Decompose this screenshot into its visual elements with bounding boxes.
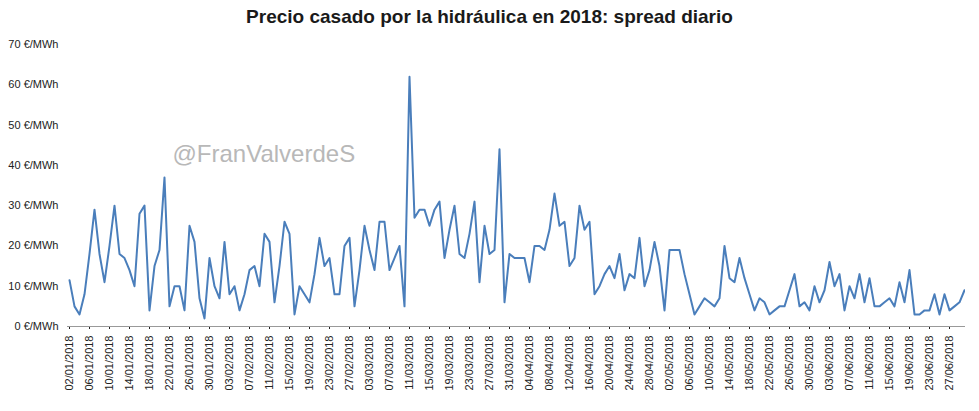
svg-text:30 €/MWh: 30 €/MWh: [8, 199, 58, 211]
svg-text:15/06/2018: 15/06/2018: [883, 336, 895, 391]
svg-text:11/03/2018: 11/03/2018: [403, 336, 415, 390]
svg-text:26/05/2018: 26/05/2018: [783, 336, 795, 391]
svg-text:14/01/2018: 14/01/2018: [123, 336, 135, 391]
svg-text:03/03/2018: 03/03/2018: [363, 336, 375, 391]
svg-text:07/06/2018: 07/06/2018: [843, 336, 855, 391]
svg-text:@FranValverdeS: @FranValverdeS: [173, 140, 356, 167]
svg-text:27/06/2018: 27/06/2018: [943, 336, 955, 391]
svg-text:18/05/2018: 18/05/2018: [743, 336, 755, 391]
svg-text:40 €/MWh: 40 €/MWh: [8, 159, 58, 171]
svg-text:15/03/2018: 15/03/2018: [423, 336, 435, 391]
svg-text:50 €/MWh: 50 €/MWh: [8, 119, 58, 131]
svg-text:23/06/2018: 23/06/2018: [923, 336, 935, 391]
svg-text:04/04/2018: 04/04/2018: [523, 336, 535, 391]
svg-text:26/01/2018: 26/01/2018: [183, 336, 195, 391]
svg-text:20/04/2018: 20/04/2018: [603, 336, 615, 391]
svg-text:22/05/2018: 22/05/2018: [763, 336, 775, 391]
svg-text:31/03/2018: 31/03/2018: [503, 336, 515, 391]
svg-text:07/02/2018: 07/02/2018: [243, 336, 255, 391]
svg-text:03/06/2018: 03/06/2018: [823, 336, 835, 391]
svg-text:12/04/2018: 12/04/2018: [563, 336, 575, 391]
svg-text:22/01/2018: 22/01/2018: [163, 336, 175, 391]
svg-text:02/05/2018: 02/05/2018: [663, 336, 675, 391]
svg-text:28/04/2018: 28/04/2018: [643, 336, 655, 391]
svg-text:11/02/2018: 11/02/2018: [263, 336, 275, 390]
svg-text:0 €/MWh: 0 €/MWh: [14, 320, 58, 332]
svg-text:60 €/MWh: 60 €/MWh: [8, 78, 58, 90]
svg-text:30/01/2018: 30/01/2018: [203, 336, 215, 391]
svg-text:70 €/MWh: 70 €/MWh: [8, 38, 58, 50]
svg-text:27/02/2018: 27/02/2018: [343, 336, 355, 391]
svg-text:24/04/2018: 24/04/2018: [623, 336, 635, 391]
svg-text:23/03/2018: 23/03/2018: [463, 336, 475, 391]
svg-text:07/03/2018: 07/03/2018: [383, 336, 395, 391]
svg-text:20 €/MWh: 20 €/MWh: [8, 239, 58, 251]
svg-text:03/02/2018: 03/02/2018: [223, 336, 235, 391]
svg-text:06/01/2018: 06/01/2018: [83, 336, 95, 391]
svg-text:08/04/2018: 08/04/2018: [543, 336, 555, 391]
svg-text:15/02/2018: 15/02/2018: [283, 336, 295, 391]
svg-text:06/05/2018: 06/05/2018: [683, 336, 695, 391]
svg-text:16/04/2018: 16/04/2018: [583, 336, 595, 391]
svg-text:19/06/2018: 19/06/2018: [903, 336, 915, 391]
svg-text:19/02/2018: 19/02/2018: [303, 336, 315, 391]
svg-text:11/06/2018: 11/06/2018: [863, 336, 875, 390]
svg-text:14/05/2018: 14/05/2018: [723, 336, 735, 391]
svg-text:10/05/2018: 10/05/2018: [703, 336, 715, 391]
svg-text:18/01/2018: 18/01/2018: [143, 336, 155, 391]
svg-text:30/05/2018: 30/05/2018: [803, 336, 815, 391]
svg-text:10/01/2018: 10/01/2018: [103, 336, 115, 391]
svg-text:23/02/2018: 23/02/2018: [323, 336, 335, 391]
html-text:Precio casado por la hidráulic: Precio casado por la hidráulica en 2018:…: [246, 6, 733, 27]
svg-text:10 €/MWh: 10 €/MWh: [8, 280, 58, 292]
svg-text:19/03/2018: 19/03/2018: [443, 336, 455, 391]
svg-text:02/01/2018: 02/01/2018: [63, 336, 75, 391]
svg-text:27/03/2018: 27/03/2018: [483, 336, 495, 391]
